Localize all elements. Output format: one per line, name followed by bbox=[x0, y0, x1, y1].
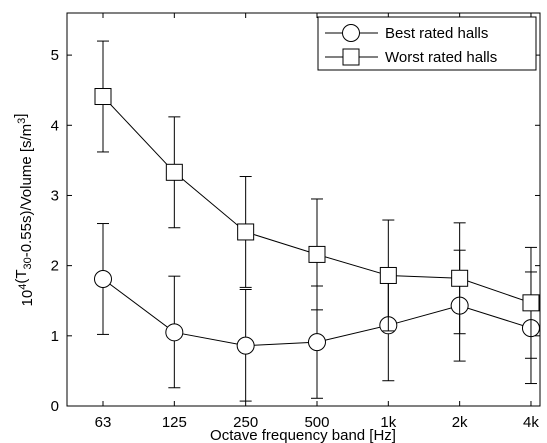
y-tick-label: 2 bbox=[51, 258, 59, 275]
data-point-circle bbox=[236, 336, 255, 355]
x-tick-label: 4k bbox=[523, 414, 539, 431]
y-axis-title-part: 4 bbox=[17, 284, 29, 290]
x-tick-label: 2k bbox=[452, 414, 468, 431]
x-tick-label: 500 bbox=[304, 414, 329, 431]
y-tick-label: 0 bbox=[51, 398, 59, 415]
x-tick-label: 250 bbox=[233, 414, 258, 431]
data-point-square bbox=[308, 245, 326, 263]
y-tick-label: 1 bbox=[51, 328, 59, 345]
legend-marker-circle bbox=[342, 24, 360, 42]
x-tick-label: 125 bbox=[162, 414, 187, 431]
x-tick-label: 63 bbox=[95, 414, 112, 431]
x-tick-label: 1k bbox=[380, 414, 396, 431]
x-axis-title: Octave frequency band [Hz] bbox=[210, 427, 396, 443]
legend-marker-square bbox=[342, 48, 360, 66]
plot-frame bbox=[66, 12, 541, 407]
data-point-square bbox=[379, 266, 397, 284]
data-point-circle bbox=[307, 333, 326, 352]
series-layer bbox=[94, 40, 540, 402]
y-axis-title-part: -0.55s)/Volume [s/m bbox=[18, 124, 35, 257]
y-tick-label: 4 bbox=[51, 117, 59, 134]
y-axis-title-part: ] bbox=[12, 114, 29, 118]
y-tick-label: 5 bbox=[51, 47, 59, 64]
y-axis-title-part: 30 bbox=[22, 257, 34, 269]
series-square bbox=[94, 40, 540, 359]
y-axis-title-part: 10 bbox=[19, 290, 36, 307]
y-axis-title-part: (T bbox=[13, 269, 30, 283]
data-point-square bbox=[522, 294, 540, 312]
legend-label: Worst rated halls bbox=[385, 49, 497, 66]
data-point-square bbox=[237, 223, 255, 241]
y-axis-title: 104(T30-0.55s)/Volume [s/m3] bbox=[12, 114, 36, 307]
y-tick-label: 3 bbox=[51, 187, 59, 204]
data-point-circle bbox=[94, 269, 112, 288]
data-point-square bbox=[94, 88, 112, 106]
ticks-layer: 0 1 2 3 4 5 63 125 250 500 1k 2k 4k bbox=[51, 13, 540, 431]
data-point-circle bbox=[165, 323, 184, 342]
data-point-square bbox=[165, 163, 183, 181]
legend: Best rated halls Worst rated halls bbox=[317, 16, 537, 71]
y-axis-title-part: 3 bbox=[16, 118, 28, 124]
data-point-square bbox=[451, 269, 469, 287]
legend-label: Best rated halls bbox=[385, 25, 488, 42]
